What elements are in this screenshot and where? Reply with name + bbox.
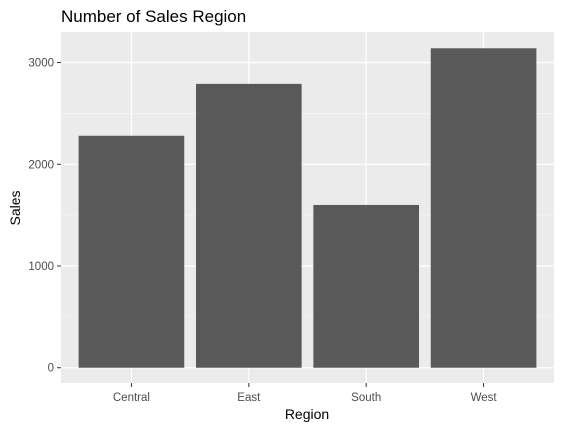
bar-south bbox=[313, 204, 420, 368]
y-tick-label: 3000 bbox=[28, 58, 54, 70]
bar-west bbox=[430, 48, 537, 368]
y-tick-label: 1000 bbox=[28, 261, 54, 273]
x-tick-label: West bbox=[471, 392, 498, 404]
x-axis-ticks: Central East South West bbox=[113, 383, 497, 404]
x-axis-title: Region bbox=[285, 406, 329, 422]
x-tick-label: South bbox=[351, 392, 381, 404]
y-axis-ticks: 0 1000 2000 3000 bbox=[28, 58, 61, 375]
y-axis-title: Sales bbox=[7, 190, 23, 225]
x-tick-label: East bbox=[237, 392, 261, 404]
bar-east bbox=[195, 83, 302, 368]
y-tick-label: 2000 bbox=[28, 159, 54, 171]
x-tick-label: Central bbox=[113, 392, 150, 404]
chart-title: Number of Sales Region bbox=[61, 7, 246, 26]
bar-central bbox=[78, 135, 185, 368]
y-tick-label: 0 bbox=[48, 363, 54, 375]
bars bbox=[78, 48, 537, 368]
